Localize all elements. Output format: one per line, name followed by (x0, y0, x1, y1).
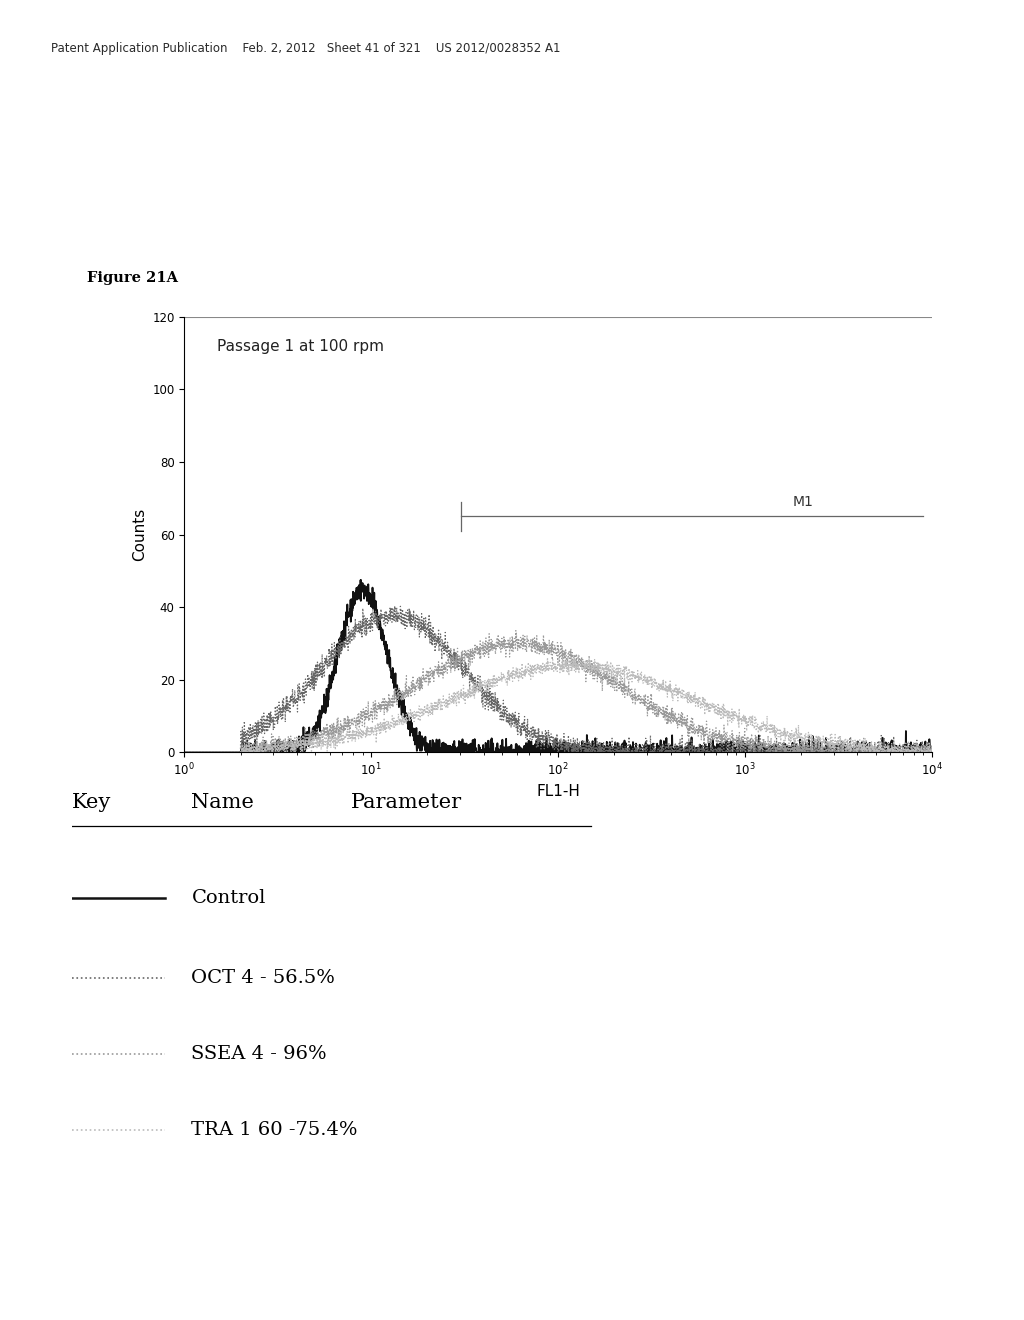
Text: Parameter: Parameter (351, 793, 463, 812)
Text: TRA 1 60 -75.4%: TRA 1 60 -75.4% (191, 1122, 358, 1139)
Text: Figure 21A: Figure 21A (87, 271, 178, 285)
Text: Name: Name (191, 793, 254, 812)
Text: Patent Application Publication    Feb. 2, 2012   Sheet 41 of 321    US 2012/0028: Patent Application Publication Feb. 2, 2… (51, 42, 561, 55)
Text: M1: M1 (793, 495, 813, 510)
Text: SSEA 4 - 96%: SSEA 4 - 96% (191, 1045, 327, 1064)
Text: Control: Control (191, 888, 266, 907)
Text: Passage 1 at 100 rpm: Passage 1 at 100 rpm (217, 338, 384, 354)
X-axis label: FL1-H: FL1-H (537, 784, 580, 800)
Text: Key: Key (72, 793, 111, 812)
Y-axis label: Counts: Counts (132, 508, 146, 561)
Text: OCT 4 - 56.5%: OCT 4 - 56.5% (191, 969, 336, 987)
